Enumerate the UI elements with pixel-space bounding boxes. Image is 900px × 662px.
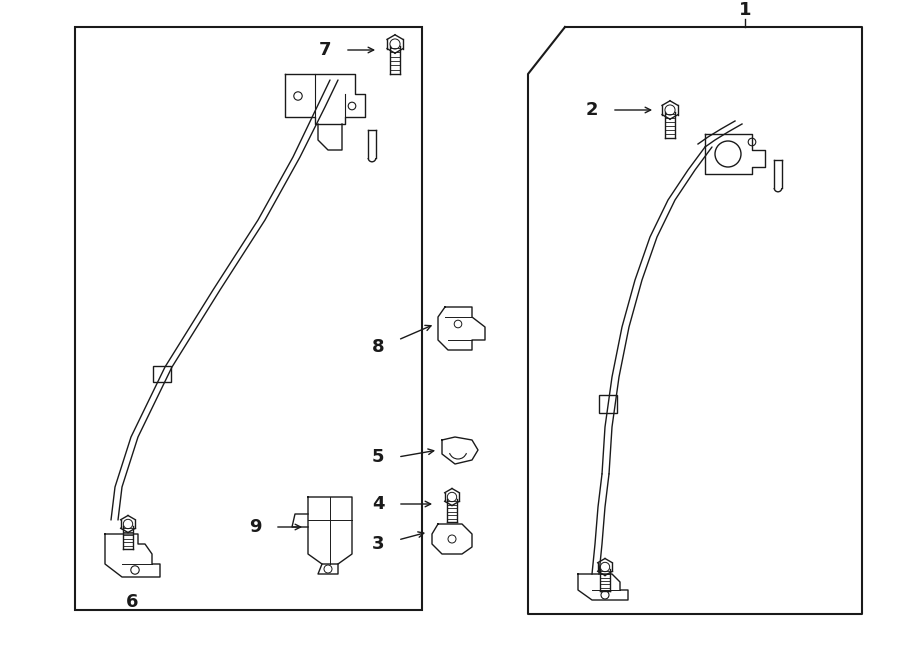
Text: 5: 5 [372, 448, 384, 466]
Bar [599, 395, 617, 413]
Text: 3: 3 [372, 535, 384, 553]
Text: 8: 8 [372, 338, 384, 356]
Bar [75, 27, 422, 610]
Text: 6: 6 [126, 593, 139, 611]
Text: 1: 1 [739, 1, 752, 19]
Text: 9: 9 [248, 518, 261, 536]
Text: 7: 7 [319, 41, 331, 59]
Bar [153, 366, 171, 382]
Text: 2: 2 [586, 101, 598, 119]
Text: 4: 4 [372, 495, 384, 513]
